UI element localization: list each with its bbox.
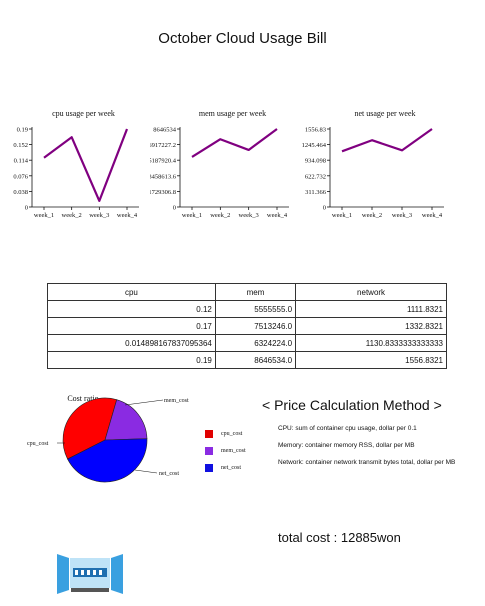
cell-network: 1130.8333333333333: [295, 334, 447, 352]
cpu-usage-chart: cpu usage per week 0 0.038 0.076 0.114 0.152 0…: [13, 109, 139, 219]
y-tick-label: 0.19: [17, 127, 28, 134]
y-tick-label: 622.732: [305, 173, 326, 180]
x-tick-label: week_4: [267, 212, 288, 219]
pie-slice-label: mem_cost: [164, 398, 189, 404]
pie-label-leader: [124, 399, 164, 406]
y-tick-label: 0.076: [13, 173, 28, 180]
x-tick-label: week_1: [182, 212, 202, 219]
logo-letter-mark: [75, 570, 78, 575]
pie-slice-net_cost: [67, 438, 148, 483]
logo-right-door: [111, 554, 123, 594]
price-method-title: < Price Calculation Method >: [262, 397, 442, 413]
x-tick-label: week_1: [332, 212, 352, 219]
table-row: 0.014898167837095364 6324224.0 1130.8333…: [47, 334, 447, 352]
table-row: 0.12 5555555.0 1111.8321: [47, 300, 447, 318]
y-tick-label: 0: [173, 205, 176, 212]
legend-swatch: [205, 446, 213, 455]
series-line: [43, 128, 129, 202]
legend-swatch: [205, 463, 213, 472]
legend-label: mem_cost: [221, 447, 246, 454]
cell-network: 1332.8321: [295, 317, 447, 335]
cell-network: 1556.8321: [295, 351, 447, 369]
x-tick-label: week_2: [62, 212, 82, 219]
series-line: [341, 128, 433, 153]
y-tick-label: 5187920.4: [150, 158, 177, 165]
cell-cpu: 0.014898167837095364: [47, 334, 216, 352]
chart-title: cpu usage per week: [52, 109, 115, 118]
header-network: network: [295, 283, 447, 301]
pie-slice-mem_cost: [104, 399, 148, 441]
pie-slice-label: net_cost: [159, 471, 179, 477]
y-tick-label: 1729306.8: [150, 189, 176, 196]
pie-slice-cpu_cost: [62, 397, 118, 460]
x-tick-label: week_2: [362, 212, 382, 219]
company-logo: [57, 554, 123, 594]
pie-title: Cost ratio: [67, 394, 98, 403]
cell-cpu: 0.19: [47, 351, 216, 369]
y-tick-label: 1245.464: [302, 142, 327, 149]
mem-usage-chart: mem usage per week 0 1729306.8 3458613.6 518…: [150, 109, 289, 219]
legend-item-net: net_cost: [205, 459, 246, 476]
cell-mem: 5555555.0: [214, 300, 297, 318]
y-tick-label: 3458613.6: [150, 173, 177, 180]
header-cpu: cpu: [47, 283, 216, 301]
y-tick-label: 0.114: [14, 158, 29, 165]
table-row: 0.19 8646534.0 1556.8321: [47, 351, 447, 369]
pie-label-leader: [134, 469, 158, 474]
table-header-row: cpu mem network: [47, 283, 447, 301]
legend-item-cpu: cpu_cost: [205, 425, 246, 442]
y-tick-label: 934.098: [305, 158, 326, 165]
y-tick-label: 0: [25, 205, 28, 212]
x-tick-label: week_3: [392, 212, 412, 219]
y-tick-label: 6917227.2: [150, 142, 176, 149]
chart-title: mem usage per week: [199, 109, 266, 118]
pie-slice-label: cpu_cost: [27, 441, 49, 447]
method-line-memory: Memory: container memory RSS, dollar per…: [278, 442, 415, 449]
logo-letter-mark: [87, 570, 90, 575]
logo-letter-mark: [81, 570, 84, 575]
method-line-cpu: CPU: sum of container cpu usage, dollar …: [278, 425, 417, 432]
series-line: [191, 128, 278, 158]
legend-item-mem: mem_cost: [205, 442, 246, 459]
cell-mem: 8646534.0: [214, 351, 297, 369]
legend-swatch: [205, 429, 213, 438]
x-tick-label: week_3: [89, 212, 109, 219]
page-title: October Cloud Usage Bill: [158, 30, 327, 47]
y-tick-label: 0.152: [13, 142, 28, 149]
logo-left-door: [57, 554, 69, 594]
x-tick-label: week_3: [239, 212, 259, 219]
cell-mem: 6324224.0: [214, 334, 297, 352]
x-tick-label: week_4: [422, 212, 443, 219]
y-tick-label: 8646534: [153, 127, 177, 134]
legend-label: cpu_cost: [221, 430, 243, 437]
cell-mem: 7513246.0: [214, 317, 297, 335]
cell-cpu: 0.12: [47, 300, 216, 318]
usage-table: cpu mem network 0.12 5555555.0 1111.8321…: [47, 283, 447, 369]
table-row: 0.17 7513246.0 1332.8321: [47, 317, 447, 335]
method-line-network: Network: container network transmit byte…: [278, 459, 456, 466]
y-tick-label: 1556.83: [305, 127, 326, 134]
total-cost: total cost : 12885won: [278, 530, 401, 545]
cell-cpu: 0.17: [47, 317, 216, 335]
logo-letter-mark: [93, 570, 96, 575]
y-tick-label: 311.366: [305, 189, 327, 196]
y-tick-label: 0: [323, 205, 326, 212]
pie-legend: cpu_cost mem_cost net_cost: [205, 425, 246, 476]
header-mem: mem: [214, 283, 297, 301]
y-tick-label: 0.038: [13, 189, 28, 196]
chart-title: net usage per week: [354, 109, 415, 118]
x-tick-label: week_1: [34, 212, 54, 219]
x-tick-label: week_2: [210, 212, 230, 219]
cost-ratio-pie-chart: Cost ratio cpu_cost mem_cost net_cost: [27, 394, 189, 483]
net-usage-chart: net usage per week 0 311.366 622.732 934.098…: [302, 109, 444, 219]
legend-label: net_cost: [221, 464, 241, 471]
cell-network: 1111.8321: [295, 300, 447, 318]
x-tick-label: week_4: [117, 212, 138, 219]
logo-base: [71, 588, 109, 592]
logo-letter-mark: [99, 570, 102, 575]
